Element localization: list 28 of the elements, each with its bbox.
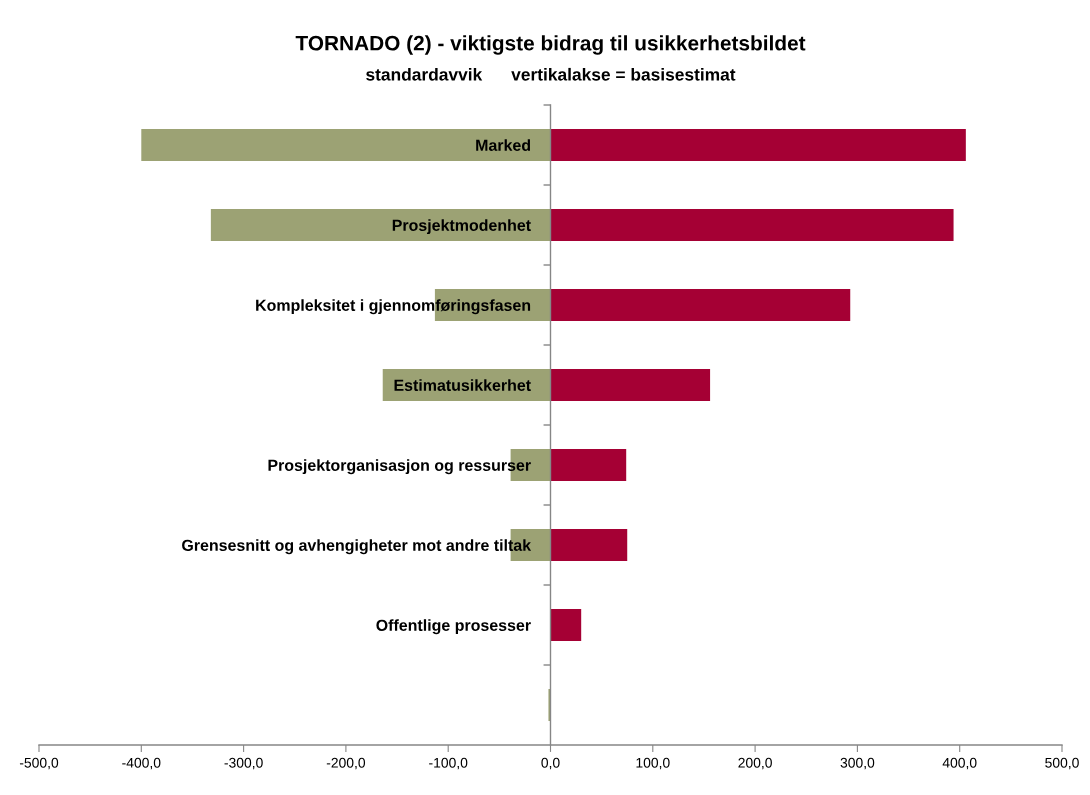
y-tick-label: Estimatusikkerhet [394, 379, 531, 391]
x-tick-label: 0,0 [541, 757, 560, 770]
x-tick-label: -300,0 [224, 757, 263, 770]
y-tick-label: Marked [476, 139, 531, 151]
x-tick-label: -500,0 [19, 757, 59, 770]
chart-title: TORNADO (2) - viktigste bidrag til usikkerhetsbildet [295, 35, 806, 55]
bar [550, 209, 954, 241]
x-tick-label: -200,0 [326, 757, 366, 770]
bar [210, 209, 551, 241]
x-tick-label: -400,0 [122, 757, 161, 770]
y-tick-label: Offentlige prosesser [376, 619, 531, 635]
x-tick-label: 500,0 [1045, 757, 1079, 770]
bar [141, 129, 551, 161]
x-tick-label: 200,0 [738, 757, 772, 770]
bar [550, 609, 582, 641]
bar [550, 369, 711, 401]
x-tick-label: 300,0 [840, 757, 875, 770]
y-tick-label: Prosjektmodenhet [392, 219, 531, 235]
bar [550, 129, 966, 161]
x-tick-label: 100,0 [636, 757, 670, 770]
chart-subtitle: standardavvik vertikalakse = basisestimat [366, 67, 736, 81]
y-tick-label: Prosjektorganisasjon og ressurser [268, 459, 531, 475]
bar [550, 289, 851, 321]
x-tick-label: -100,0 [429, 757, 468, 770]
bar [550, 449, 627, 481]
x-tick-label: 400,0 [942, 757, 977, 770]
bar [550, 529, 628, 561]
bar [548, 689, 551, 721]
